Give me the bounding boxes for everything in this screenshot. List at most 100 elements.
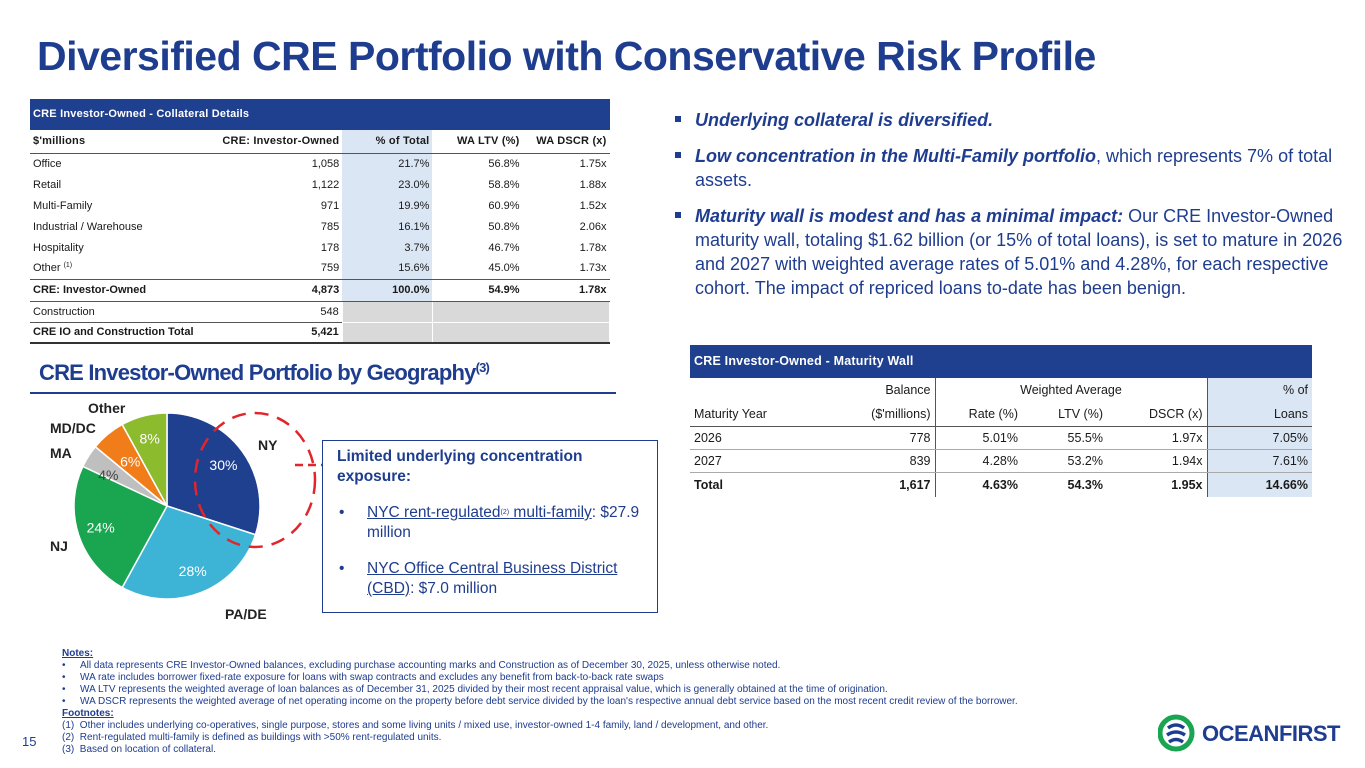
note-item: • WA LTV represents the weighted average … xyxy=(62,684,888,695)
key-points: Underlying collateral is diversified. Lo… xyxy=(675,108,1345,312)
concentration-heading: Limited underlying concentration exposur… xyxy=(337,448,583,485)
note-item: • WA DSCR represents the weighted average… xyxy=(62,696,1018,707)
column-header: CRE: Investor-Owned xyxy=(206,130,343,154)
row-dscr: 1.95x xyxy=(1107,471,1207,497)
pie-value-label: 28% xyxy=(179,563,207,579)
row-dscr: 1.88x xyxy=(579,178,607,191)
bullet-dot: • xyxy=(339,560,345,577)
row-pct: 19.9% xyxy=(342,195,433,216)
pie-value-label: 4% xyxy=(98,467,118,483)
key-point-bold: Underlying collateral is diversified. xyxy=(695,110,994,130)
footnote-item: (2) Rent-regulated multi-family is defin… xyxy=(62,732,442,743)
io-total-row: CRE IO and Construction Total 5,421 xyxy=(30,321,611,344)
row-label: Multi-Family xyxy=(33,199,93,212)
ny-highlight-circle xyxy=(193,411,317,549)
row-pct: 14.66% xyxy=(1206,471,1312,497)
geography-pie-chart: 30% NY 28% PA/DE 24% NJ 4% MA 6% MD/DC 8% Other xyxy=(50,400,322,622)
column-header: Balance xyxy=(820,378,936,402)
key-point-text: , which represents 7% of total assets. xyxy=(695,146,1333,190)
concentration-link[interactable]: NYC Office Central Business District (CB… xyxy=(367,560,618,597)
key-point: Low concentration in the Multi-Family po… xyxy=(675,144,1345,192)
column-header: DSCR (x) xyxy=(1107,402,1207,427)
row-label: Construction xyxy=(33,305,95,318)
row-ltv: 60.9% xyxy=(488,199,520,212)
geography-title: CRE Investor-Owned Portfolio by Geograph… xyxy=(39,360,490,386)
maturity-wall-table: CRE Investor-Owned - Maturity Wall Balan… xyxy=(690,345,1312,497)
pie-value-label: 24% xyxy=(87,520,115,536)
row-pct: 15.6% xyxy=(342,258,433,279)
column-header: % of Total xyxy=(342,130,433,154)
notes-label: Notes: xyxy=(62,648,94,659)
square-bullet-icon xyxy=(675,152,681,158)
blank-cell xyxy=(341,321,433,344)
concentration-callout: Limited underlying concentration exposur… xyxy=(322,440,658,613)
pie-category-label: PA/DE xyxy=(225,606,267,622)
maturity-table-header: CRE Investor-Owned - Maturity Wall xyxy=(690,345,1312,378)
pie-category-label: MA xyxy=(50,445,72,461)
collateral-row: Other (1) 759 15.6% 45.0% 1.73x xyxy=(30,258,610,279)
row-dscr: 1.78x xyxy=(522,278,610,302)
column-header: WA LTV (%) xyxy=(432,130,523,154)
row-pct: 7.05% xyxy=(1206,426,1312,450)
row-value: 759 xyxy=(320,262,340,275)
collateral-row: Hospitality 178 3.7% 46.7% 1.78x xyxy=(30,237,610,258)
column-header: Maturity Year xyxy=(690,402,820,427)
footnotes-label: Footnotes: xyxy=(62,708,114,719)
row-rate: 5.01% xyxy=(935,426,1022,450)
key-point: Maturity wall is modest and has a minima… xyxy=(675,204,1345,300)
row-dscr: 1.52x xyxy=(579,199,607,212)
row-value: 785 xyxy=(320,220,340,233)
pie-category-label: NY xyxy=(258,437,278,453)
row-value: 1,122 xyxy=(311,178,340,191)
blank-cell xyxy=(341,300,433,323)
row-ltv: 54.9% xyxy=(432,278,523,302)
concentration-item: • NYC rent-regulated(2) multi-family: $2… xyxy=(337,503,647,543)
pie-value-label: 8% xyxy=(140,430,160,446)
row-balance: 839 xyxy=(820,449,936,473)
maturity-row: 2027 839 4.28% 53.2% 1.94x 7.61% xyxy=(690,449,1312,473)
row-value: 4,873 xyxy=(206,278,343,302)
row-label: Retail xyxy=(33,178,62,191)
footnote-item: (1) Other includes underlying co-operati… xyxy=(62,720,769,731)
concentration-link[interactable]: NYC rent-regulated(2) multi-family xyxy=(367,504,592,521)
key-point-text: Our CRE Investor-Owned maturity wall, to… xyxy=(695,206,1343,298)
row-label: Industrial / Warehouse xyxy=(33,220,143,233)
row-rate: 4.28% xyxy=(935,449,1022,473)
geography-title-text: CRE Investor-Owned Portfolio by Geograph… xyxy=(39,360,476,385)
construction-row: Construction 548 xyxy=(30,300,611,323)
row-dscr: 1.75x xyxy=(579,157,607,170)
pie-slice-pa-de xyxy=(121,505,257,600)
maturity-column-headers: Maturity Year ($'millions) Rate (%) LTV … xyxy=(690,402,1312,427)
oceanfirst-logo-icon xyxy=(1157,714,1195,752)
row-ltv: 46.7% xyxy=(488,241,520,254)
maturity-total-row: Total 1,617 4.63% 54.3% 1.95x 14.66% xyxy=(690,471,1312,497)
footnote-item: (3) Based on location of collateral. xyxy=(62,744,216,755)
logo-wordmark: OCEANFIRST xyxy=(1202,721,1341,746)
row-pct: 7.61% xyxy=(1206,449,1312,473)
oceanfirst-logo: OCEANFIRST xyxy=(1157,714,1341,752)
concentration-item: • NYC Office Central Business District (… xyxy=(337,559,647,599)
row-ltv: 56.8% xyxy=(488,157,520,170)
pie-category-label: MD/DC xyxy=(50,420,96,436)
collateral-row: Retail 1,122 23.0% 58.8% 1.88x xyxy=(30,174,610,195)
row-year: 2027 xyxy=(690,449,820,473)
row-balance: 1,617 xyxy=(820,471,936,497)
pie-value-label: 6% xyxy=(120,454,140,470)
row-dscr: 1.73x xyxy=(579,262,607,275)
geography-divider xyxy=(30,392,616,394)
row-ltv: 45.0% xyxy=(488,262,520,275)
row-label: Hospitality xyxy=(33,241,84,254)
maturity-top-headers: Balance Weighted Average % of xyxy=(690,378,1312,402)
row-ltv: 55.5% xyxy=(1022,426,1107,450)
column-header: Rate (%) xyxy=(935,402,1022,427)
column-header: Weighted Average xyxy=(1020,383,1122,397)
key-point-bold: Low concentration in the Multi-Family po… xyxy=(695,146,1096,166)
row-label: CRE IO and Construction Total xyxy=(30,321,207,344)
row-year: 2026 xyxy=(690,426,820,450)
collateral-row: Industrial / Warehouse 785 16.1% 50.8% 2.06x xyxy=(30,216,610,237)
row-dscr: 1.97x xyxy=(1107,426,1207,450)
concentration-value: : $7.0 million xyxy=(410,580,498,597)
row-dscr: 1.78x xyxy=(579,241,607,254)
page-number: 15 xyxy=(22,734,37,749)
row-rate: 4.63% xyxy=(935,471,1022,497)
